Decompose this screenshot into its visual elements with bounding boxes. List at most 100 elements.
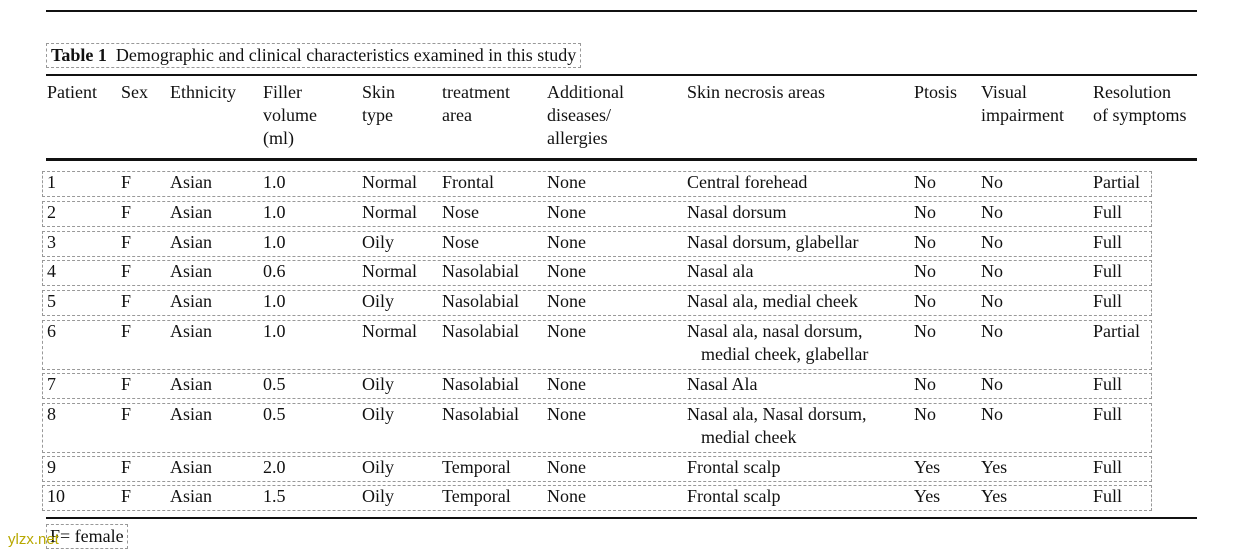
cell: Asian xyxy=(170,404,212,424)
cell: Nasolabial xyxy=(442,374,519,394)
header-cell: Sex xyxy=(121,82,148,102)
cell: Nasal ala xyxy=(687,261,754,281)
cell: 10 xyxy=(47,486,65,506)
header-top-rule xyxy=(46,74,1197,76)
cell: No xyxy=(981,232,1003,252)
cell: 0.5 xyxy=(263,404,286,424)
cell: None xyxy=(547,172,586,192)
header-cell: Ethnicity xyxy=(170,82,236,102)
cell: Nasal ala, nasal dorsum, xyxy=(687,321,863,341)
cell: Asian xyxy=(170,486,212,506)
cell: 1 xyxy=(47,172,56,192)
cell: Oily xyxy=(362,232,395,252)
cell: Asian xyxy=(170,202,212,222)
row-outline xyxy=(42,290,1152,316)
cell: Asian xyxy=(170,172,212,192)
cell: 1.0 xyxy=(263,291,286,311)
cell: Nose xyxy=(442,202,479,222)
cell: Full xyxy=(1093,291,1123,311)
cell: Oily xyxy=(362,457,395,477)
cell: 1.0 xyxy=(263,321,286,341)
row-outline xyxy=(42,485,1152,511)
cell: Nasolabial xyxy=(442,404,519,424)
cell: None xyxy=(547,232,586,252)
cell: None xyxy=(547,457,586,477)
cell: Frontal xyxy=(442,172,494,192)
cell: No xyxy=(914,291,936,311)
cell: Partial xyxy=(1093,321,1140,341)
cell: Asian xyxy=(170,321,212,341)
row-outline xyxy=(42,260,1152,286)
row-outline xyxy=(42,456,1152,482)
cell: No xyxy=(914,374,936,394)
cell: Normal xyxy=(362,321,417,341)
cell: 2.0 xyxy=(263,457,286,477)
cell: 9 xyxy=(47,457,56,477)
cell: 1.0 xyxy=(263,202,286,222)
cell: 2 xyxy=(47,202,56,222)
cell: 3 xyxy=(47,232,56,252)
cell: Temporal xyxy=(442,486,511,506)
cell: Full xyxy=(1093,457,1123,477)
cell: 8 xyxy=(47,404,56,424)
cell: 0.5 xyxy=(263,374,286,394)
header-cell: Additional xyxy=(547,82,624,102)
cell: 7 xyxy=(47,374,56,394)
cell: Full xyxy=(1093,261,1123,281)
cell: Normal xyxy=(362,172,417,192)
header-cell: type xyxy=(362,105,393,125)
cell: Nasolabial xyxy=(442,291,519,311)
cell: No xyxy=(914,232,936,252)
header-cell: volume xyxy=(263,105,317,125)
cell: F xyxy=(121,486,132,506)
cell: Frontal scalp xyxy=(687,457,781,477)
cell: Oily xyxy=(362,291,395,311)
cell: No xyxy=(981,291,1003,311)
cell: Normal xyxy=(362,202,417,222)
cell: No xyxy=(914,261,936,281)
cell: Partial xyxy=(1093,172,1140,192)
cell: Yes xyxy=(914,486,941,506)
cell: Oily xyxy=(362,374,395,394)
cell: Asian xyxy=(170,261,212,281)
cell: Central forehead xyxy=(687,172,808,192)
header-cell: (ml) xyxy=(263,128,294,148)
cell: Yes xyxy=(981,457,1008,477)
cell: No xyxy=(981,261,1003,281)
cell: F xyxy=(121,202,132,222)
cell: medial cheek xyxy=(701,427,797,447)
table-caption: Table 1 Demographic and clinical charact… xyxy=(46,43,582,68)
cell: No xyxy=(981,321,1003,341)
cell: Temporal xyxy=(442,457,511,477)
header-cell: Visual xyxy=(981,82,1027,102)
cell: No xyxy=(914,321,936,341)
cell: Nasolabial xyxy=(442,321,519,341)
cell: 1.0 xyxy=(263,172,286,192)
cell: Nasolabial xyxy=(442,261,519,281)
header-cell: Skin xyxy=(362,82,396,102)
cell: None xyxy=(547,404,586,424)
caption-label: Table 1 xyxy=(51,45,107,65)
cell: 5 xyxy=(47,291,56,311)
cell: Oily xyxy=(362,486,395,506)
cell: Full xyxy=(1093,232,1123,252)
cell: Full xyxy=(1093,202,1123,222)
header-cell: diseases/ xyxy=(547,105,611,125)
cell: Frontal scalp xyxy=(687,486,781,506)
cell: Full xyxy=(1093,374,1123,394)
footnote: F= female xyxy=(46,524,128,549)
cell: Nose xyxy=(442,232,479,252)
cell: Oily xyxy=(362,404,395,424)
cell: No xyxy=(914,202,936,222)
header-cell: Patient xyxy=(47,82,97,102)
top-rule xyxy=(46,10,1197,12)
cell: None xyxy=(547,374,586,394)
cell: 1.0 xyxy=(263,232,286,252)
cell: No xyxy=(981,404,1003,424)
cell: Nasal dorsum, glabellar xyxy=(687,232,859,252)
cell: Nasal ala, Nasal dorsum, xyxy=(687,404,867,424)
row-outline xyxy=(42,171,1152,197)
caption-text: Demographic and clinical characteristics… xyxy=(115,45,577,65)
cell: Nasal dorsum xyxy=(687,202,787,222)
cell: None xyxy=(547,321,586,341)
